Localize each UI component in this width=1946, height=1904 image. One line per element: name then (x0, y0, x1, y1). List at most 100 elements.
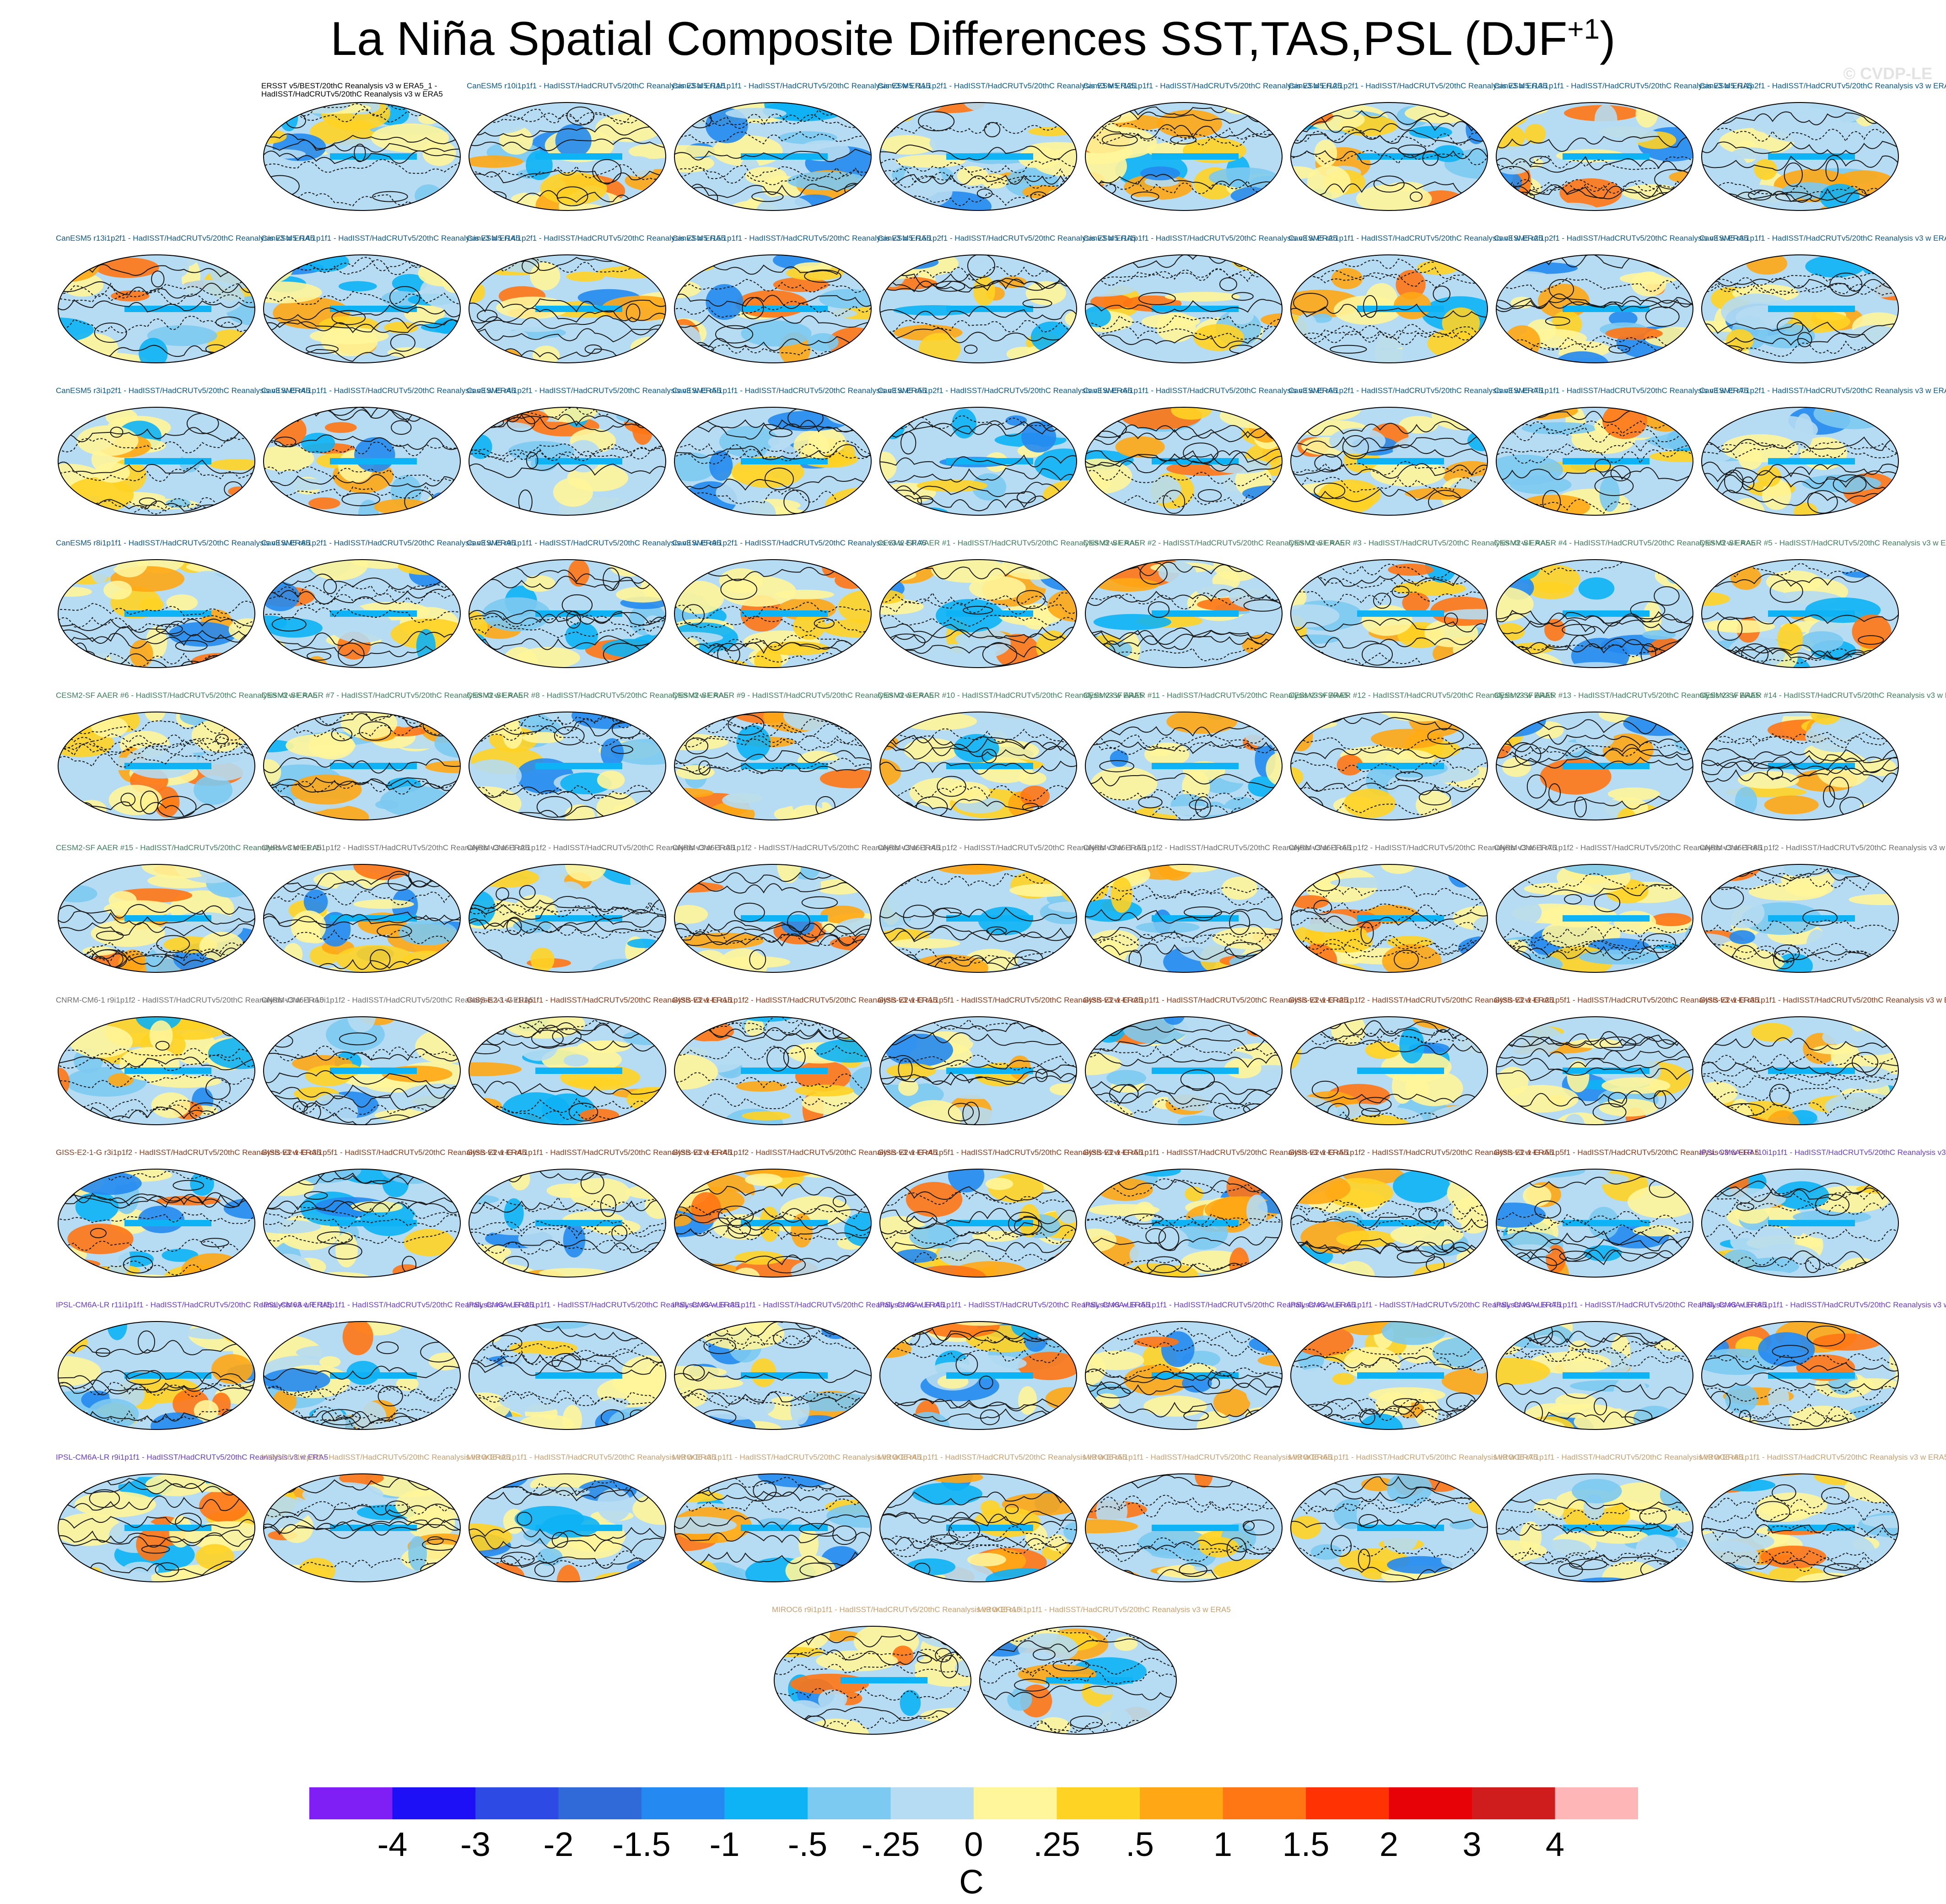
map-panel: CanESM5 r5i1p2f1 - HadISST/HadCRUTv5/20t… (878, 387, 1132, 527)
map-panel: CESM2-SF AAER #11 - HadISST/HadCRUTv5/20… (1083, 691, 1348, 831)
map-panel: CanESM5 r4i1p2f1 - HadISST/HadCRUTv5/20t… (467, 387, 721, 527)
map-panel: CanESM5 r12i1p2f1 - HadISST/HadCRUTv5/20… (1288, 82, 1547, 222)
map-panel: CanESM5 r7i1p1f1 - HadISST/HadCRUTv5/20t… (1494, 386, 1748, 527)
panel-title: CESM2-SF AAER #4 - HadISST/HadCRUTv5/20t… (1494, 539, 1756, 547)
map-panel: CESM2-SF AAER #9 - HadISST/HadCRUTv5/20t… (672, 691, 934, 831)
title-superscript: +1 (1567, 13, 1600, 45)
panel-title: MIROC6 r4i1p1f1 - HadISST/HadCRUTv5/20th… (878, 1453, 1127, 1462)
map-panel: IPSL-CM6A-LR r1i1p1f1 - HadISST/HadCRUTv… (261, 1301, 534, 1441)
panel-title: MIROC6 r6i1p1f1 - HadISST/HadCRUTv5/20th… (1288, 1453, 1538, 1462)
panel-title: CanESM5 r14i1p1f1 - HadISST/HadCRUTv5/20… (261, 234, 520, 243)
panel-title: CNRM-CM6-1 r10i1p1f2 - HadISST/HadCRUTv5… (261, 996, 534, 1004)
robinson-map (1496, 1473, 1693, 1582)
panel-title: CanESM5 r11i1p2f1 - HadISST/HadCRUTv5/20… (878, 81, 1136, 90)
map-panel: CESM2-SF AAER #7 - HadISST/HadCRUTv5/20t… (261, 691, 523, 831)
map-panel: IPSL-CM6A-LR r3i1p1f1 - HadISST/HadCRUTv… (672, 1301, 944, 1441)
panel-title: CanESM5 r11i1p1f1 - HadISST/HadCRUTv5/20… (672, 81, 930, 90)
panel-title: CanESM5 r14i1p2f1 - HadISST/HadCRUTv5/20… (467, 234, 726, 243)
robinson-map (263, 254, 461, 363)
panel-title: GISS-E2-1-G r1i1p5f1 - HadISST/HadCRUTv5… (878, 996, 1143, 1004)
map-panel: IPSL-CM6A-LR r7i1p1f1 - HadISST/HadCRUTv… (1494, 1301, 1766, 1441)
panel-title: CESM2-SF AAER #7 - HadISST/HadCRUTv5/20t… (261, 691, 523, 700)
colorbar-tick-label: -3 (460, 1825, 491, 1863)
map-panel: GISS-E2-1-G r2i1p1f2 - HadISST/HadCRUTv5… (1288, 996, 1554, 1136)
robinson-map (1496, 1169, 1693, 1278)
panel-title: ERSST v5/BEST/20thC Reanalysis v3 w ERA5… (261, 81, 443, 98)
colorbar-swatch (1389, 1787, 1472, 1819)
robinson-map (879, 1473, 1077, 1582)
map-panel: CanESM5 r12i1p1f1 - HadISST/HadCRUTv5/20… (1083, 82, 1342, 222)
map-panel: GISS-E2-1-G r3i1p5f1 - HadISST/HadCRUTv5… (261, 1149, 526, 1289)
panel-title: CESM2-SF AAER #10 - HadISST/HadCRUTv5/20… (878, 691, 1144, 700)
robinson-map (1496, 1016, 1693, 1125)
figure-title: La Niña Spatial Composite Differences SS… (0, 13, 1946, 65)
colorbar-swatch (1057, 1787, 1140, 1819)
map-panel: CNRM-CM6-1 r7i1p1f2 - HadISST/HadCRUTv5/… (1494, 844, 1762, 984)
map-panel: MIROC6 r10i1p1f1 - HadISST/HadCRUTv5/20t… (977, 1606, 1231, 1746)
map-panel: CESM2-SF AAER #1 - HadISST/HadCRUTv5/20t… (878, 539, 1139, 679)
panel-title: CESM2-SF AAER #13 - HadISST/HadCRUTv5/20… (1494, 691, 1760, 700)
panel-title: CNRM-CM6-1 r1i1p1f2 - HadISST/HadCRUTv5/… (261, 843, 529, 852)
panel-title: CNRM-CM6-1 r3i1p1f2 - HadISST/HadCRUTv5/… (672, 843, 940, 852)
map-panel: GISS-E2-1-G r3i1p1f1 - HadISST/HadCRUTv5… (1699, 996, 1946, 1136)
panel-title: IPSL-CM6A-LR r10i1p1f1 - HadISST/HadCRUT… (1699, 1148, 1946, 1157)
robinson-map (469, 1321, 666, 1430)
panel-title: CanESM5 r1i1p2f1 - HadISST/HadCRUTv5/20t… (1699, 81, 1946, 90)
map-panel: MIROC6 r3i1p1f1 - HadISST/HadCRUTv5/20th… (672, 1453, 921, 1593)
robinson-map (879, 1016, 1077, 1125)
map-panel: CNRM-CM6-1 r8i1p1f2 - HadISST/HadCRUTv5/… (1699, 844, 1946, 984)
map-panel: CanESM5 r4i1p1f1 - HadISST/HadCRUTv5/20t… (261, 387, 516, 527)
panel-title: CanESM5 r3i1p2f1 - HadISST/HadCRUTv5/20t… (56, 386, 310, 395)
map-panel: MIROC6 r7i1p1f1 - HadISST/HadCRUTv5/20th… (1494, 1453, 1743, 1593)
title-close: ) (1600, 12, 1616, 65)
robinson-map (263, 864, 461, 973)
map-panel: CESM2-SF AAER #5 - HadISST/HadCRUTv5/20t… (1699, 539, 1946, 679)
map-panel: CNRM-CM6-1 r9i1p1f2 - HadISST/HadCRUTv5/… (56, 996, 324, 1136)
panel-title: IPSL-CM6A-LR r2i1p1f1 - HadISST/HadCRUTv… (467, 1300, 739, 1309)
panel-title: CNRM-CM6-1 r5i1p1f2 - HadISST/HadCRUTv5/… (1083, 843, 1351, 852)
panel-title: CESM2-SF AAER #1 - HadISST/HadCRUTv5/20t… (878, 539, 1139, 547)
robinson-map (1701, 254, 1899, 363)
panel-title: CanESM5 r10i1p1f1 - HadISST/HadCRUTv5/20… (467, 81, 726, 90)
map-panel: IPSL-CM6A-LR r5i1p1f1 - HadISST/HadCRUTv… (1083, 1301, 1355, 1441)
map-panel: CNRM-CM6-1 r6i1p1f2 - HadISST/HadCRUTv5/… (1288, 843, 1557, 984)
robinson-map (1290, 254, 1488, 363)
robinson-map (263, 102, 461, 211)
robinson-map (469, 559, 666, 668)
robinson-map (674, 407, 872, 516)
colorbar-swatch (392, 1787, 476, 1819)
robinson-map (1290, 559, 1488, 668)
robinson-map (469, 254, 666, 363)
robinson-map (1290, 1321, 1488, 1430)
map-panel: MIROC6 r4i1p1f1 - HadISST/HadCRUTv5/20th… (878, 1453, 1127, 1593)
panel-title: GISS-E2-1-G r2i1p1f2 - HadISST/HadCRUTv5… (1288, 996, 1554, 1004)
robinson-map (1701, 1473, 1899, 1582)
map-panel: CanESM5 r2i1p2f1 - HadISST/HadCRUTv5/20t… (1494, 234, 1748, 374)
panel-title: CESM2-SF AAER #9 - HadISST/HadCRUTv5/20t… (672, 691, 934, 700)
panel-title: GISS-E2-1-G r3i1p1f2 - HadISST/HadCRUTv5… (56, 1148, 321, 1157)
robinson-map (1496, 864, 1693, 973)
robinson-map (58, 712, 255, 820)
colorbar-tick-label: -.25 (861, 1825, 920, 1863)
robinson-map (263, 1473, 461, 1582)
robinson-map (469, 1169, 666, 1278)
map-panel: CNRM-CM6-1 r1i1p1f2 - HadISST/HadCRUTv5/… (261, 843, 529, 984)
robinson-map (1085, 1016, 1283, 1125)
robinson-map (1701, 1016, 1899, 1125)
map-panel: CanESM5 r11i1p1f1 - HadISST/HadCRUTv5/20… (672, 81, 930, 222)
map-panel: IPSL-CM6A-LR r4i1p1f1 - HadISST/HadCRUTv… (878, 1301, 1150, 1441)
panel-title: CanESM5 r13i1p2f1 - HadISST/HadCRUTv5/20… (56, 234, 315, 243)
map-panel: MIROC6 r1i1p1f1 - HadISST/HadCRUTv5/20th… (261, 1453, 511, 1593)
map-panel: IPSL-CM6A-LR r10i1p1f1 - HadISST/HadCRUT… (1699, 1148, 1946, 1289)
colorbar-swatch (724, 1787, 808, 1819)
map-panel: CESM2-SF AAER #15 - HadISST/HadCRUTv5/20… (56, 844, 322, 984)
robinson-map (1290, 1169, 1488, 1278)
map-panel: ERSST v5/BEST/20thC Reanalysis v3 w ERA5… (261, 81, 463, 222)
panel-title: CanESM5 r7i1p1f1 - HadISST/HadCRUTv5/20t… (1494, 386, 1748, 395)
panel-title: GISS-E2-1-G r4i1p5f1 - HadISST/HadCRUTv5… (878, 1148, 1143, 1157)
colorbar-tick-label: 1 (1213, 1825, 1233, 1863)
panel-title: MIROC6 r1i1p1f1 - HadISST/HadCRUTv5/20th… (261, 1453, 511, 1462)
panel-title: CNRM-CM6-1 r6i1p1f2 - HadISST/HadCRUTv5/… (1288, 843, 1557, 852)
panel-title: GISS-E2-1-G r2i1p5f1 - HadISST/HadCRUTv5… (1494, 996, 1759, 1004)
robinson-map (1085, 864, 1283, 973)
